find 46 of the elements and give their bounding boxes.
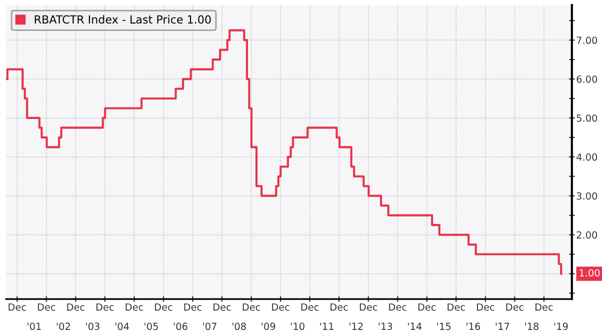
x-tick-label: Dec <box>184 304 202 311</box>
x2-tick-label: '14 <box>408 322 422 330</box>
y-tick-label: 3.00 <box>576 192 598 200</box>
x2-tick-label: '12 <box>350 322 363 330</box>
y-tick-label: 5.00 <box>576 114 598 122</box>
x2-tick-label: '10 <box>290 322 304 330</box>
x-tick-label: Dec <box>67 304 84 311</box>
x2-tick-label: '06 <box>174 322 188 330</box>
x2-tick-label: '08 <box>232 322 246 330</box>
x-tick-label: Dec <box>301 304 319 311</box>
x-tick-label: Dec <box>96 304 114 311</box>
y-tick-label: 7.00 <box>576 36 598 44</box>
x-tick-label: Dec <box>448 304 465 311</box>
x2-tick-label: '02 <box>56 322 70 330</box>
x-tick-label: Dec <box>389 304 406 311</box>
x-tick-label: Dec <box>242 304 260 311</box>
x-tick-label: Dec <box>506 304 524 311</box>
x-tick-label: Dec <box>476 304 494 311</box>
y-tick-label: 2.00 <box>576 231 598 239</box>
x-tick-label: Dec <box>38 304 56 311</box>
x2-tick-label: '15 <box>437 322 451 330</box>
x-tick-label: Dec <box>535 304 553 311</box>
x2-tick-label: '13 <box>378 322 392 330</box>
x2-tick-label: '09 <box>262 322 276 330</box>
legend-label: RBATCTR Index - Last Price 1.00 <box>34 15 211 24</box>
x2-tick-label: '16 <box>466 322 480 330</box>
x2-tick-label: '01 <box>28 322 41 330</box>
x2-tick-label: '05 <box>144 322 158 330</box>
x-tick-label: Dec <box>126 304 144 311</box>
x2-tick-label: '18 <box>525 322 539 330</box>
x2-tick-label: '19 <box>554 322 568 330</box>
y-tick-label: 6.00 <box>576 76 598 83</box>
x-tick-label: Dec <box>272 304 290 311</box>
x2-tick-label: '17 <box>496 322 510 330</box>
x-tick-label: Dec <box>330 304 348 311</box>
x-tick-label: Dec <box>155 304 172 311</box>
x-tick-label: Dec <box>8 304 26 311</box>
x-tick-label: Dec <box>360 304 378 311</box>
y-tick-label: 4.00 <box>576 153 598 161</box>
x2-tick-label: '04 <box>115 322 129 330</box>
x-tick-label: Dec <box>214 304 231 311</box>
x-tick-label: Dec <box>418 304 436 311</box>
x2-tick-label: '03 <box>86 322 100 330</box>
annotation: 1.00 <box>580 269 600 277</box>
x2-tick-label: '07 <box>203 322 216 330</box>
x2-tick-label: '11 <box>320 322 334 330</box>
